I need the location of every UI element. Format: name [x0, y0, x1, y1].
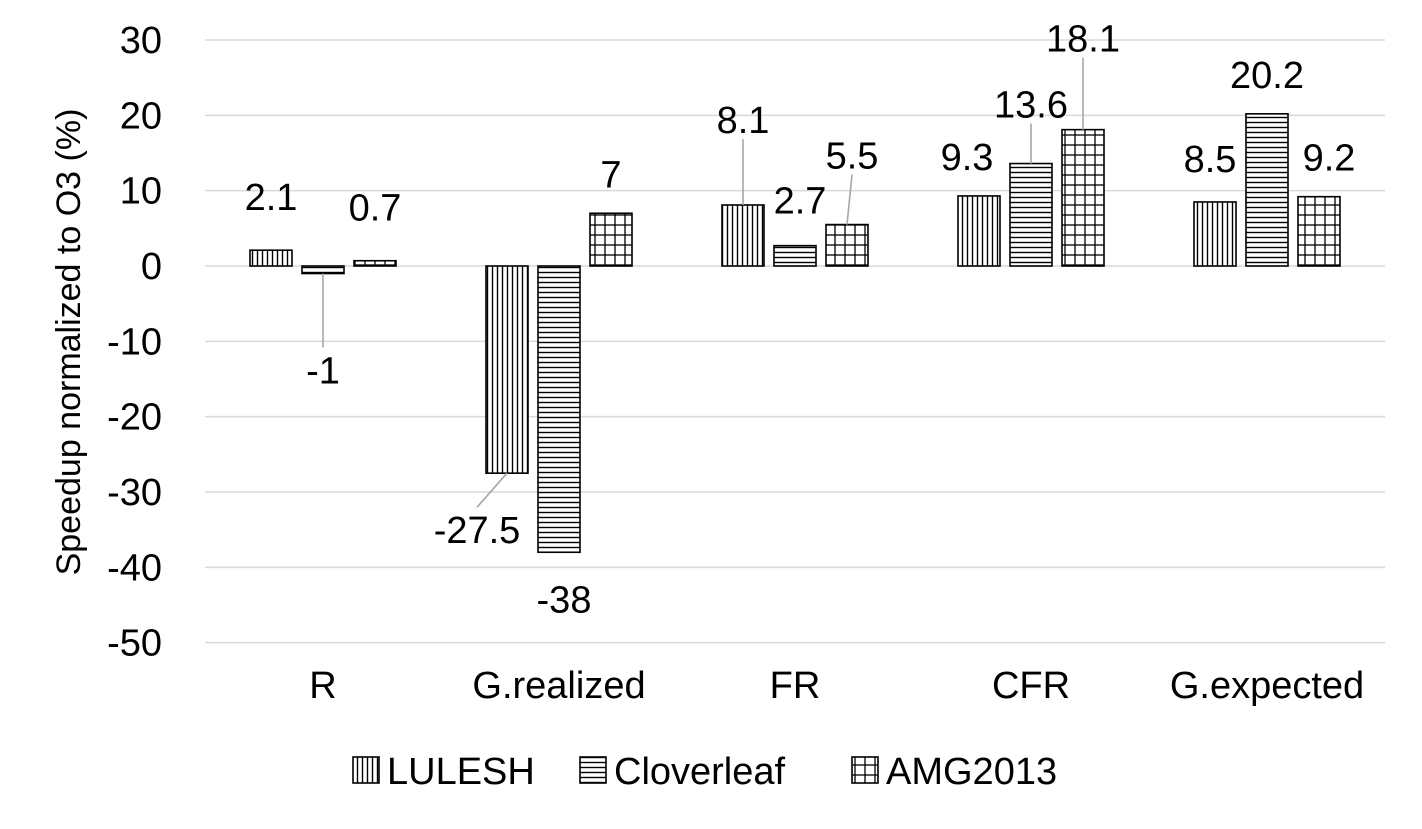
- data-label: 18.1: [1046, 19, 1120, 61]
- legend-item-amg2013: AMG2013: [851, 751, 1057, 793]
- data-label: -1: [306, 351, 340, 393]
- y-tick-label: -40: [107, 547, 162, 589]
- data-label: 7: [600, 154, 621, 196]
- bar-amg2013-fr: [825, 223, 869, 267]
- bar-cloverleaf-fr: [773, 244, 817, 267]
- category-label: R: [309, 665, 336, 707]
- bar-cloverleaf-g-realized: [537, 265, 581, 554]
- data-label: 8.5: [1184, 139, 1237, 181]
- y-tick-label: -50: [107, 623, 162, 665]
- data-label: 0.7: [349, 188, 402, 230]
- data-label: -27.5: [434, 510, 521, 552]
- bar-cloverleaf-g-expected: [1245, 113, 1289, 267]
- bar-cloverleaf-r: [301, 265, 345, 275]
- category-labels: R G.realized FR CFR G.expected: [309, 665, 1364, 707]
- y-tick-label: 30: [120, 20, 162, 62]
- data-label: -38: [537, 579, 592, 621]
- data-label: 9.2: [1303, 138, 1356, 180]
- y-tick-label: 20: [120, 95, 162, 137]
- y-tick-label: -10: [107, 321, 162, 363]
- category-label: FR: [770, 665, 821, 707]
- data-labels: 2.1 -27.5 8.1 9.3 8.5 -1 -38 2.7 13.6 20.2 0.7 7 5.5…: [245, 19, 1356, 622]
- bar-lulesh-g-expected: [1193, 201, 1237, 267]
- legend-swatch: [851, 756, 879, 784]
- legend-label: LULESH: [387, 751, 535, 793]
- legend: LULESH Cloverleaf AMG2013: [352, 751, 1057, 793]
- bar-amg2013-g-realized: [589, 212, 633, 267]
- leader-line: [476, 472, 508, 508]
- legend-item-lulesh: LULESH: [352, 751, 535, 793]
- bar-amg2013-cfr: [1061, 128, 1105, 267]
- category-label: G.realized: [472, 665, 645, 707]
- bar-lulesh-r: [249, 249, 293, 267]
- y-tick-label: 10: [120, 171, 162, 213]
- bar-amg2013-g-expected: [1297, 195, 1341, 267]
- bar-amg2013-r: [353, 259, 397, 267]
- y-axis-ticks: 30 20 10 0 -10 -20 -30 -40 -50: [107, 20, 162, 665]
- leader-line: [846, 174, 853, 225]
- bar-lulesh-fr: [721, 204, 765, 267]
- data-label: 8.1: [717, 100, 770, 142]
- data-label: 2.7: [774, 181, 827, 223]
- data-label: 5.5: [826, 136, 879, 178]
- leader-lines: [322, 57, 1084, 508]
- gridlines: [205, 39, 1385, 644]
- y-tick-label: -20: [107, 397, 162, 439]
- y-tick-label: 0: [141, 246, 162, 288]
- legend-item-cloverleaf: Cloverleaf: [579, 751, 786, 793]
- legend-swatch: [579, 756, 607, 784]
- category-label: CFR: [992, 665, 1070, 707]
- y-tick-label: -30: [107, 472, 162, 514]
- y-axis-title: Speedup normalized to O3 (%): [50, 109, 88, 576]
- data-label: 2.1: [245, 177, 298, 219]
- data-label: 9.3: [941, 137, 994, 179]
- bars: [249, 113, 1341, 554]
- bar-cloverleaf-cfr: [1009, 162, 1053, 267]
- category-label: G.expected: [1170, 665, 1364, 707]
- legend-label: Cloverleaf: [614, 751, 786, 793]
- data-label: 13.6: [994, 85, 1068, 127]
- data-label: 20.2: [1230, 55, 1304, 97]
- legend-swatch: [352, 756, 380, 784]
- bar-lulesh-g-realized: [485, 265, 529, 474]
- bar-lulesh-cfr: [957, 195, 1001, 267]
- legend-label: AMG2013: [886, 751, 1057, 793]
